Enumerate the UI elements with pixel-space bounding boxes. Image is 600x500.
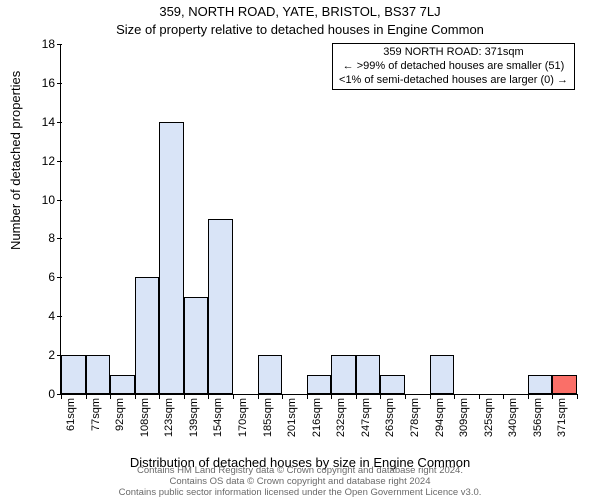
histogram-bar — [135, 277, 160, 394]
x-tick-mark — [184, 394, 185, 399]
y-tick: 12 — [25, 154, 61, 168]
x-tick-mark — [479, 394, 480, 399]
x-tick-label: 232sqm — [335, 398, 347, 437]
x-tick-label: 185sqm — [262, 398, 274, 437]
x-tick-label: 247sqm — [360, 398, 372, 437]
x-tick-mark — [405, 394, 406, 399]
histogram-bar — [184, 297, 209, 394]
x-tick-mark — [356, 394, 357, 399]
footer-line-3: Contains public sector information licen… — [0, 488, 600, 499]
page-title: 359, NORTH ROAD, YATE, BRISTOL, BS37 7LJ — [0, 4, 600, 19]
x-tick-label: 108sqm — [139, 398, 151, 437]
x-tick-label: 154sqm — [212, 398, 224, 437]
x-tick-label: 325sqm — [483, 398, 495, 437]
x-tick-mark — [430, 394, 431, 399]
histogram-bar — [356, 355, 381, 394]
x-tick-label: 309sqm — [458, 398, 470, 437]
x-tick-mark — [86, 394, 87, 399]
histogram-bar — [86, 355, 111, 394]
x-tick-mark — [552, 394, 553, 399]
y-tick: 18 — [25, 37, 61, 51]
x-tick-mark — [110, 394, 111, 399]
y-axis-label: Number of detached properties — [8, 71, 23, 250]
x-tick-label: 201sqm — [286, 398, 298, 437]
x-tick-mark — [454, 394, 455, 399]
histogram-bar — [61, 355, 86, 394]
x-tick-label: 216sqm — [311, 398, 323, 437]
x-tick-mark — [577, 394, 578, 399]
x-tick-mark — [233, 394, 234, 399]
histogram-plot: 02468101214161861sqm77sqm92sqm108sqm123s… — [60, 44, 577, 395]
y-tick: 10 — [25, 193, 61, 207]
x-tick-mark — [258, 394, 259, 399]
y-tick: 16 — [25, 76, 61, 90]
histogram-bar — [110, 375, 135, 394]
y-tick: 2 — [25, 348, 61, 362]
x-tick-mark — [503, 394, 504, 399]
y-tick: 8 — [25, 231, 61, 245]
x-tick-mark — [380, 394, 381, 399]
x-tick-label: 263sqm — [384, 398, 396, 437]
x-tick-label: 170sqm — [237, 398, 249, 437]
x-tick-mark — [61, 394, 62, 399]
x-tick-label: 77sqm — [90, 398, 102, 431]
histogram-bar — [258, 355, 283, 394]
histogram-bar — [528, 375, 553, 394]
x-tick-mark — [282, 394, 283, 399]
x-tick-mark — [528, 394, 529, 399]
x-tick-label: 356sqm — [532, 398, 544, 437]
x-tick-label: 92sqm — [114, 398, 126, 431]
y-tick: 6 — [25, 270, 61, 284]
x-tick-label: 61sqm — [65, 398, 77, 431]
x-tick-label: 123sqm — [163, 398, 175, 437]
histogram-bar — [307, 375, 332, 394]
x-tick-mark — [307, 394, 308, 399]
histogram-bar — [380, 375, 405, 394]
x-tick-label: 371sqm — [556, 398, 568, 437]
histogram-bar — [208, 219, 233, 394]
chart-subtitle: Size of property relative to detached ho… — [0, 22, 600, 37]
x-tick-mark — [331, 394, 332, 399]
x-tick-label: 139sqm — [188, 398, 200, 437]
histogram-bar — [430, 355, 455, 394]
x-tick-label: 294sqm — [434, 398, 446, 437]
histogram-bar — [159, 122, 184, 394]
histogram-bar-highlight — [552, 375, 577, 394]
x-tick-label: 340sqm — [507, 398, 519, 437]
y-tick: 0 — [25, 387, 61, 401]
x-tick-label: 278sqm — [409, 398, 421, 437]
x-tick-mark — [208, 394, 209, 399]
x-tick-mark — [135, 394, 136, 399]
histogram-bar — [331, 355, 356, 394]
x-tick-mark — [159, 394, 160, 399]
footer-attribution: Contains HM Land Registry data © Crown c… — [0, 466, 600, 499]
y-tick: 14 — [25, 115, 61, 129]
y-tick: 4 — [25, 309, 61, 323]
